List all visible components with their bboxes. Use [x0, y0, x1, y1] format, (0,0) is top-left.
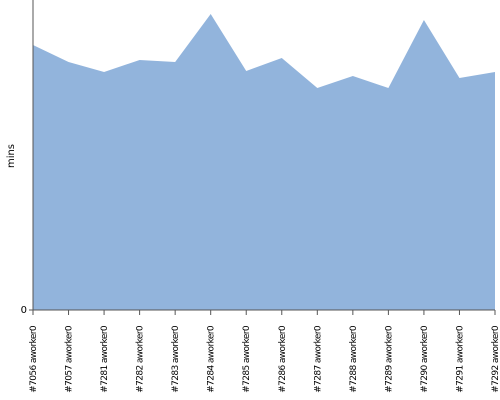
x-tick-label: #7281 aworker0 — [100, 325, 110, 393]
x-tick-label: #7283 aworker0 — [171, 325, 181, 393]
y-tick-label: 0 — [21, 305, 27, 316]
x-tick-label: #7056 aworker0 — [29, 325, 39, 393]
x-tick-label: #7285 aworker0 — [242, 325, 252, 393]
x-tick-label: #7286 aworker0 — [278, 325, 288, 393]
x-tick-label: #7284 aworker0 — [207, 325, 217, 393]
x-tick-label: #7057 aworker0 — [65, 325, 75, 393]
y-axis-label: mins — [6, 144, 17, 168]
x-tick-label: #7290 aworker0 — [420, 325, 430, 393]
x-tick-label: #7291 aworker0 — [455, 325, 465, 393]
x-tick-label: #7287 aworker0 — [313, 325, 323, 393]
x-tick-label: #7282 aworker0 — [136, 325, 146, 393]
area — [33, 14, 495, 310]
x-tick-label: #7292 aworker0 — [491, 325, 500, 393]
x-tick-label: #7288 aworker0 — [349, 325, 359, 393]
x-tick-label: #7289 aworker0 — [384, 325, 394, 393]
